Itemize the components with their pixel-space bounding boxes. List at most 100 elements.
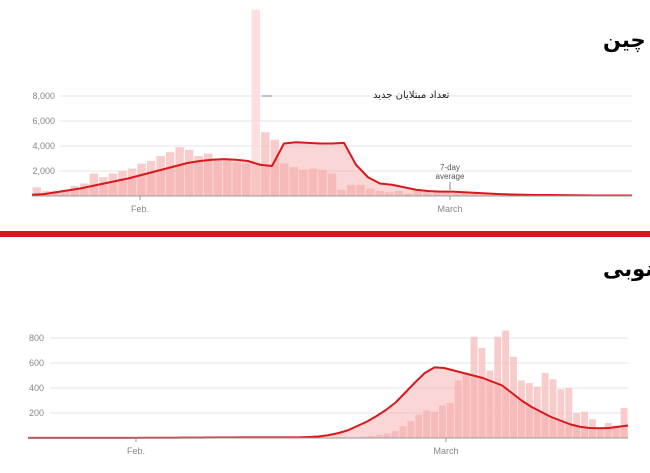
bar — [499, 194, 508, 196]
bar — [251, 9, 261, 196]
y-tick-label: 4,000 — [32, 141, 55, 151]
bar — [510, 356, 517, 438]
chart-china: 2,000 4,000 6,000 8,000 Feb. March — [31, 9, 632, 214]
bar — [127, 168, 137, 196]
bar — [213, 158, 222, 196]
bar — [439, 405, 446, 438]
bar — [383, 433, 391, 439]
bar — [365, 188, 375, 196]
bar — [462, 374, 470, 438]
bar — [384, 192, 394, 196]
new-cases-annotation: تعداد مبتلایان جدید — [373, 90, 450, 101]
bar — [581, 411, 589, 438]
bar — [32, 187, 42, 196]
bar — [470, 336, 478, 438]
chart-title-china: چین — [603, 28, 646, 52]
y-tick-label: 8,000 — [32, 91, 55, 101]
bar — [165, 152, 175, 196]
bar — [517, 380, 525, 438]
average-area — [28, 367, 628, 438]
y-tick-label: 6,000 — [32, 116, 55, 126]
y-tick-label: 2,000 — [32, 166, 55, 176]
bar — [175, 147, 184, 196]
bar — [423, 410, 431, 438]
bar — [454, 380, 462, 438]
bar — [413, 189, 422, 196]
bar — [557, 389, 565, 438]
bar — [596, 428, 604, 438]
bar — [403, 193, 413, 196]
bar — [70, 186, 80, 196]
bar — [375, 191, 384, 196]
bar — [494, 336, 502, 438]
bar — [502, 330, 510, 438]
bar — [118, 171, 127, 196]
bar — [407, 421, 415, 439]
x-tick-label: Feb. — [127, 446, 145, 456]
bar — [399, 426, 407, 439]
bar — [451, 193, 461, 196]
bar — [327, 173, 337, 196]
average-label-line2: average — [436, 172, 465, 181]
x-tick-label: March — [437, 204, 462, 214]
average-line — [31, 141, 632, 197]
bar — [394, 191, 403, 196]
chart-south-korea: 200 400 600 800 Feb. March — [28, 330, 629, 456]
bar — [99, 177, 108, 196]
y-tick-label: 400 — [29, 383, 44, 393]
bar — [612, 425, 620, 438]
section-divider — [0, 231, 650, 237]
bar — [108, 173, 118, 196]
bar — [203, 153, 213, 196]
bar — [367, 436, 375, 439]
bar — [308, 168, 318, 196]
bar — [446, 403, 454, 438]
bar — [80, 183, 89, 196]
bar — [242, 163, 251, 196]
bar — [486, 370, 494, 438]
bar — [51, 191, 61, 196]
bar — [415, 414, 423, 439]
bar — [261, 132, 270, 196]
bar — [391, 431, 399, 439]
bar — [232, 162, 242, 196]
bar — [194, 156, 203, 196]
bar — [61, 189, 70, 196]
bar — [280, 163, 289, 196]
bar — [222, 159, 232, 196]
bar — [299, 169, 308, 196]
bar — [356, 184, 365, 196]
bar — [146, 161, 156, 196]
y-tick-label: 200 — [29, 408, 44, 418]
bar — [375, 434, 383, 439]
bar — [318, 169, 327, 196]
bar — [360, 436, 367, 438]
bar — [156, 156, 165, 196]
bar — [565, 388, 573, 438]
bar — [489, 194, 499, 196]
bar — [431, 411, 439, 438]
bar — [442, 192, 451, 196]
bar — [549, 379, 557, 438]
x-tick-label: Feb. — [131, 204, 149, 214]
bar — [432, 191, 442, 196]
y-tick-label: 600 — [29, 358, 44, 368]
bar — [533, 386, 541, 438]
bar — [184, 149, 194, 196]
bar — [541, 373, 549, 438]
bar — [478, 348, 486, 438]
x-tick-label: March — [433, 446, 458, 456]
average-area — [32, 142, 632, 196]
bar — [346, 184, 356, 196]
bar — [137, 163, 146, 196]
bar — [480, 194, 489, 197]
bar — [604, 423, 612, 438]
bar — [461, 192, 470, 196]
bar — [270, 139, 280, 196]
bar — [289, 167, 299, 196]
bar — [620, 408, 628, 438]
bar — [525, 383, 533, 438]
average-label-line1: 7-day — [440, 163, 460, 172]
bar — [337, 189, 346, 196]
